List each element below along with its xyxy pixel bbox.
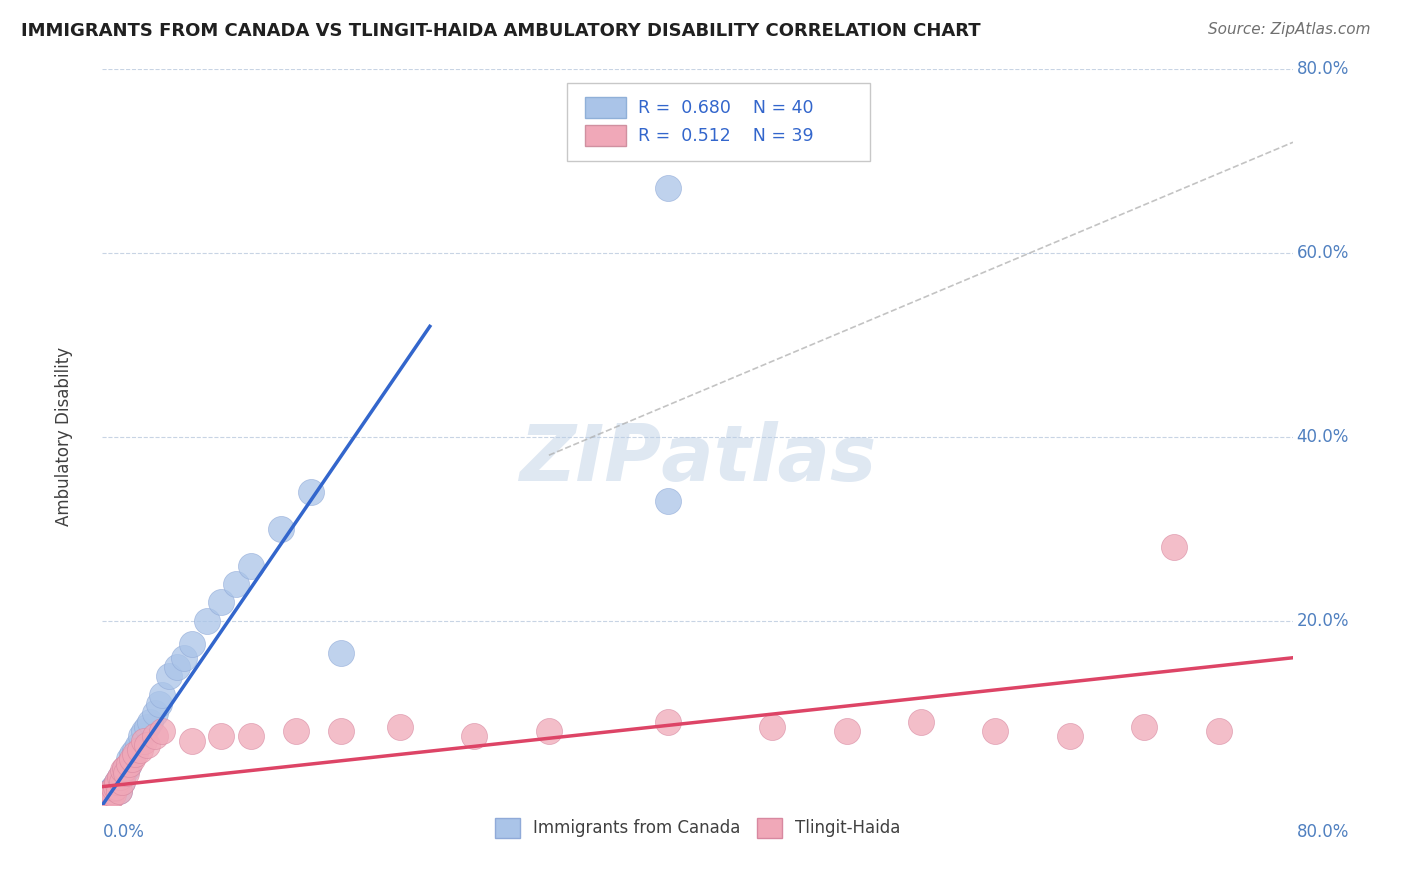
Point — [136, 738, 159, 752]
Point — [150, 688, 173, 702]
Point — [112, 765, 135, 780]
Text: Ambulatory Disability: Ambulatory Disability — [55, 347, 73, 526]
Point — [118, 756, 141, 771]
Text: ZIP​atlas: ZIP​atlas — [519, 421, 876, 497]
Point — [110, 771, 132, 785]
Point — [114, 761, 136, 775]
Bar — [585, 125, 626, 146]
Point — [107, 784, 129, 798]
Point — [329, 724, 352, 739]
Point — [94, 793, 117, 807]
Point — [124, 743, 146, 757]
Point — [100, 787, 122, 801]
Text: R =  0.680    N = 40: R = 0.680 N = 40 — [638, 99, 814, 117]
Point — [115, 763, 138, 777]
Point — [657, 715, 679, 730]
Point — [211, 595, 233, 609]
Text: R =  0.512    N = 39: R = 0.512 N = 39 — [638, 127, 814, 145]
Point — [240, 729, 263, 743]
Point — [240, 558, 263, 573]
Point — [284, 724, 307, 739]
Point — [96, 789, 118, 803]
Point — [225, 577, 247, 591]
Point — [129, 729, 152, 743]
FancyBboxPatch shape — [567, 83, 870, 161]
Point — [463, 729, 485, 743]
Point — [157, 669, 180, 683]
Point — [115, 765, 138, 780]
Point — [96, 789, 118, 803]
Point — [173, 650, 195, 665]
Point — [143, 706, 166, 720]
Point — [111, 775, 134, 789]
Text: 0.0%: 0.0% — [103, 823, 145, 841]
Point — [101, 787, 124, 801]
Point — [657, 494, 679, 508]
Point — [139, 715, 162, 730]
Point — [657, 181, 679, 195]
Point — [910, 715, 932, 730]
Point — [104, 780, 127, 794]
Point — [1163, 541, 1185, 555]
Text: 80.0%: 80.0% — [1296, 823, 1348, 841]
Point — [112, 763, 135, 777]
Point — [984, 724, 1007, 739]
Point — [132, 733, 155, 747]
Point — [211, 729, 233, 743]
Point — [101, 781, 124, 796]
Point — [105, 775, 128, 789]
Point — [114, 761, 136, 775]
Point — [121, 747, 143, 762]
Text: 80.0%: 80.0% — [1296, 60, 1348, 78]
Point — [118, 752, 141, 766]
Point — [389, 720, 412, 734]
Point — [105, 775, 128, 789]
Point — [136, 720, 159, 734]
Point — [103, 781, 125, 796]
Point — [835, 724, 858, 739]
Point — [537, 724, 560, 739]
Point — [107, 784, 129, 798]
Point — [111, 775, 134, 789]
Text: 20.0%: 20.0% — [1296, 612, 1350, 630]
Point — [103, 780, 125, 794]
Legend: Immigrants from Canada, Tlingit-Haida: Immigrants from Canada, Tlingit-Haida — [488, 811, 907, 845]
Text: Source: ZipAtlas.com: Source: ZipAtlas.com — [1208, 22, 1371, 37]
Bar — [585, 97, 626, 118]
Point — [150, 724, 173, 739]
Point — [100, 784, 122, 798]
Point — [329, 646, 352, 660]
Point — [127, 738, 149, 752]
Point — [1133, 720, 1156, 734]
Point — [104, 778, 127, 792]
Point — [761, 720, 783, 734]
Point — [1059, 729, 1081, 743]
Point — [143, 729, 166, 743]
Point — [121, 752, 143, 766]
Point — [180, 733, 202, 747]
Text: 60.0%: 60.0% — [1296, 244, 1348, 261]
Point — [98, 790, 121, 805]
Point — [124, 747, 146, 762]
Point — [270, 522, 292, 536]
Point — [98, 784, 121, 798]
Point — [148, 697, 170, 711]
Point — [128, 743, 150, 757]
Text: IMMIGRANTS FROM CANADA VS TLINGIT-HAIDA AMBULATORY DISABILITY CORRELATION CHART: IMMIGRANTS FROM CANADA VS TLINGIT-HAIDA … — [21, 22, 981, 40]
Point — [299, 485, 322, 500]
Text: 40.0%: 40.0% — [1296, 428, 1348, 446]
Point — [195, 614, 218, 628]
Point — [1208, 724, 1230, 739]
Point — [166, 660, 188, 674]
Point — [97, 790, 120, 805]
Point — [110, 771, 132, 785]
Point — [94, 793, 117, 807]
Point — [180, 637, 202, 651]
Point — [117, 759, 139, 773]
Point — [132, 724, 155, 739]
